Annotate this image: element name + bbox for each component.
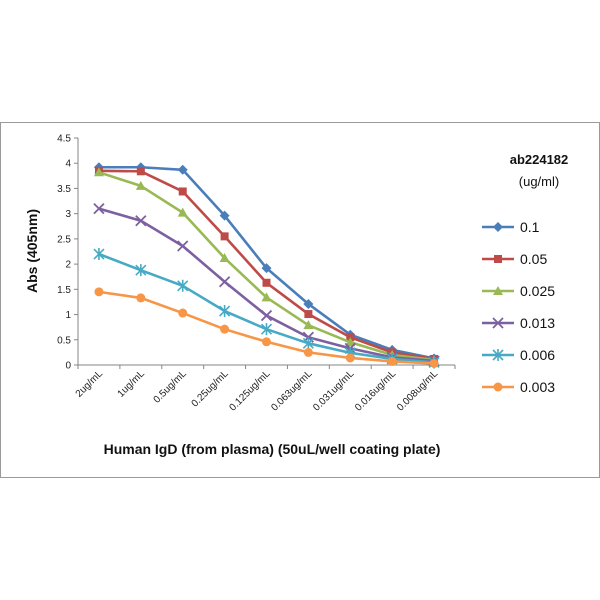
- x-tick-label: 0.063ug/mL: [269, 368, 314, 413]
- legend-item-0.05: 0.05: [482, 251, 547, 267]
- data-point: [135, 180, 146, 190]
- series-layer: [93, 162, 440, 369]
- data-point: [178, 308, 188, 318]
- legend-label: 0.013: [520, 315, 555, 331]
- y-tick-label: 2: [65, 260, 71, 271]
- data-point: [218, 276, 231, 288]
- x-tick-label: 0.008ug/mL: [395, 368, 440, 413]
- data-point: [178, 187, 187, 196]
- legend-item-0.013: 0.013: [482, 315, 555, 331]
- data-point: [220, 324, 230, 334]
- y-tick-label: 3: [65, 209, 71, 220]
- data-point: [219, 305, 231, 318]
- data-point: [493, 382, 503, 392]
- data-point: [135, 162, 146, 173]
- legend-items: 0.1 0.05 0.025 0.013 0.006 0.003: [482, 219, 555, 395]
- x-tick-label: 0.125ug/mL: [227, 368, 272, 413]
- data-point: [262, 337, 271, 347]
- data-point: [492, 349, 504, 361]
- data-point: [93, 202, 105, 215]
- data-point: [304, 310, 313, 319]
- legend-item-0.003: 0.003: [482, 379, 555, 395]
- legend-item-0.006: 0.006: [482, 347, 555, 363]
- data-point: [177, 279, 189, 292]
- x-tick-label: 0.25ug/mL: [190, 368, 232, 410]
- data-point: [219, 253, 230, 263]
- data-point: [345, 337, 356, 347]
- legend-label: 0.05: [520, 251, 547, 267]
- data-point: [136, 167, 145, 176]
- data-point: [345, 353, 355, 363]
- legend: ab224182 (ug/ml) 0.10.050.0250.0130.0060…: [482, 152, 568, 395]
- data-point: [262, 278, 271, 287]
- y-tick-label: 1: [65, 310, 71, 321]
- legend-title: ab224182: [510, 152, 569, 167]
- data-point: [261, 292, 272, 302]
- legend-item-0.025: 0.025: [482, 283, 555, 299]
- y-tick-label: 3.5: [57, 184, 71, 195]
- data-point: [177, 240, 189, 252]
- data-point: [93, 167, 104, 177]
- y-axis-ticks: 0 0.5 1 1.5 2 2.5 3 3.5 4 4.5: [57, 134, 78, 372]
- data-point: [261, 263, 272, 274]
- x-tick-label: 0.031ug/mL: [311, 368, 356, 413]
- data-point: [303, 347, 313, 357]
- line-chart: 0 0.5 1 1.5 2 2.5 3 3.5 4 4.5 2ug/mL 1ug/mL 0.5ug/m…: [24, 134, 568, 458]
- legend-label: 0.1: [520, 219, 540, 235]
- x-axis-title: Human IgD (from plasma) (50uL/well coati…: [104, 441, 441, 457]
- legend-item-0.1: 0.1: [482, 219, 540, 235]
- x-axis-ticks: 2ug/mL 1ug/mL 0.5ug/mL 0.25ug/mL0.125ug/mL0…: [74, 365, 456, 413]
- data-point: [135, 264, 147, 277]
- legend-label: 0.006: [520, 347, 555, 363]
- y-tick-label: 2.5: [57, 234, 71, 245]
- data-point: [303, 298, 314, 309]
- data-point: [346, 333, 355, 342]
- data-point: [260, 323, 273, 336]
- data-point: [177, 207, 188, 217]
- y-tick-label: 4: [65, 159, 71, 170]
- data-point: [493, 222, 503, 232]
- data-point: [260, 309, 273, 322]
- series-0.003: [94, 287, 439, 368]
- legend-label: 0.003: [520, 379, 555, 395]
- data-point: [303, 320, 314, 330]
- data-point: [93, 248, 105, 261]
- data-point: [387, 356, 397, 366]
- data-point: [136, 293, 146, 303]
- data-point: [220, 232, 229, 241]
- data-point: [494, 255, 502, 263]
- data-point: [302, 337, 314, 350]
- legend-subtitle: (ug/ml): [519, 174, 559, 189]
- y-axis-title: Abs (405nm): [24, 209, 40, 293]
- data-point: [177, 164, 188, 175]
- data-point: [135, 215, 147, 227]
- data-point: [94, 287, 104, 297]
- data-point: [492, 317, 504, 329]
- chart-frame: 0 0.5 1 1.5 2 2.5 3 3.5 4 4.5 2ug/mL 1ug/mL 0.5ug/m…: [0, 122, 600, 478]
- y-tick-label: 0: [65, 361, 71, 372]
- y-tick-label: 1.5: [57, 285, 71, 296]
- x-tick-label: 1ug/mL: [116, 368, 148, 400]
- x-tick-label: 2ug/mL: [74, 368, 106, 400]
- y-tick-label: 0.5: [57, 335, 71, 346]
- y-tick-label: 4.5: [57, 134, 71, 145]
- x-tick-label: 0.5ug/mL: [152, 368, 190, 406]
- legend-label: 0.025: [520, 283, 555, 299]
- data-point: [493, 286, 503, 295]
- x-tick-label: 0.016ug/mL: [353, 368, 398, 413]
- data-point: [429, 358, 439, 368]
- data-point: [219, 210, 230, 221]
